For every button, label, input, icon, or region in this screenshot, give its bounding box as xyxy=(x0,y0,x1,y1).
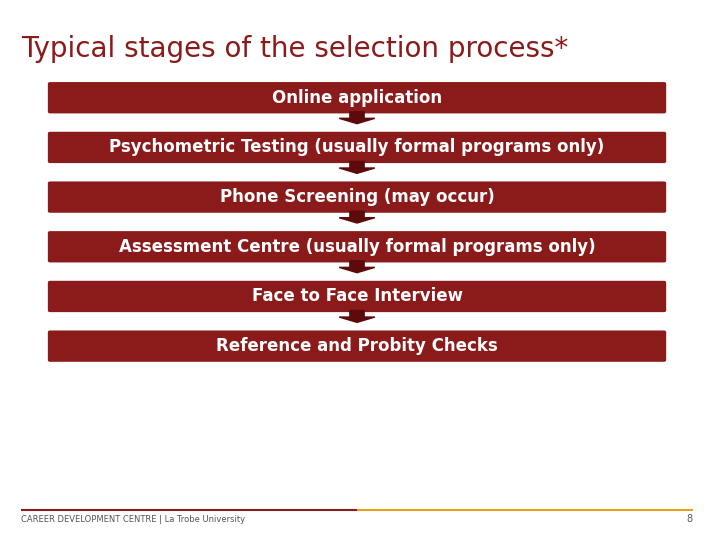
Text: Typical stages of the selection process*: Typical stages of the selection process* xyxy=(22,35,569,63)
Text: 8: 8 xyxy=(686,515,693,524)
Text: Online application: Online application xyxy=(272,89,442,107)
FancyBboxPatch shape xyxy=(48,231,666,262)
FancyBboxPatch shape xyxy=(48,281,666,312)
Text: Psychometric Testing (usually formal programs only): Psychometric Testing (usually formal pro… xyxy=(109,138,605,157)
Text: Reference and Probity Checks: Reference and Probity Checks xyxy=(216,337,498,355)
Text: Phone Screening (may occur): Phone Screening (may occur) xyxy=(220,188,495,206)
Text: Assessment Centre (usually formal programs only): Assessment Centre (usually formal progra… xyxy=(119,238,595,256)
Text: CAREER DEVELOPMENT CENTRE | La Trobe University: CAREER DEVELOPMENT CENTRE | La Trobe Uni… xyxy=(22,515,246,524)
FancyBboxPatch shape xyxy=(48,82,666,113)
FancyBboxPatch shape xyxy=(48,181,666,213)
FancyBboxPatch shape xyxy=(48,132,666,163)
Polygon shape xyxy=(339,161,375,173)
FancyBboxPatch shape xyxy=(48,330,666,362)
Polygon shape xyxy=(339,261,375,273)
Polygon shape xyxy=(339,211,375,223)
Polygon shape xyxy=(339,310,375,322)
Polygon shape xyxy=(339,112,375,124)
Text: Face to Face Interview: Face to Face Interview xyxy=(251,287,462,306)
